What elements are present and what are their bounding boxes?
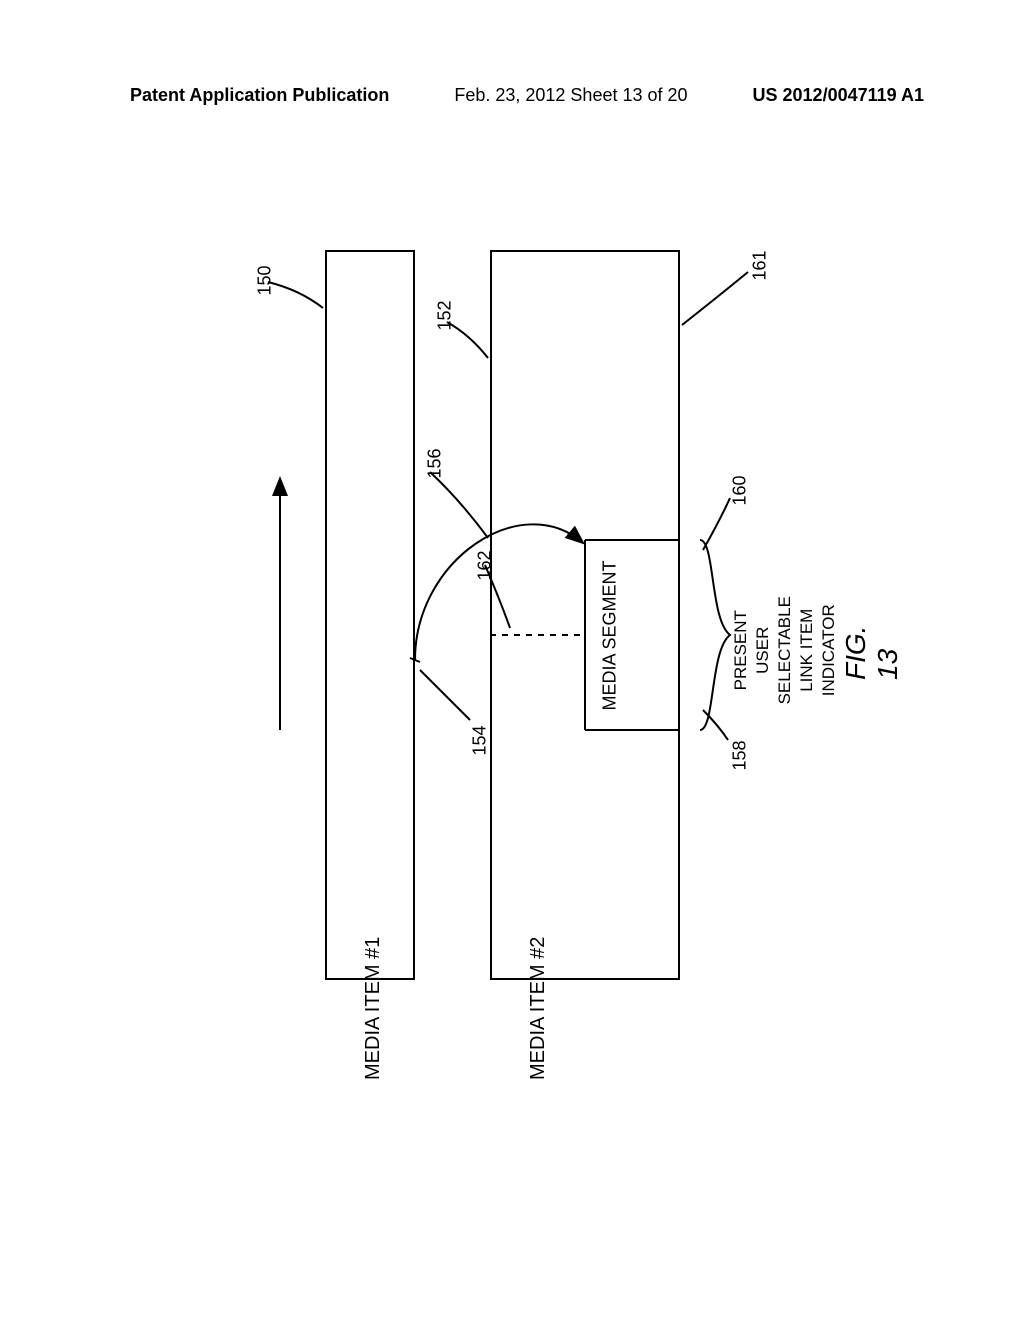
ref-160: 160 <box>730 475 751 505</box>
ref-161: 161 <box>750 250 771 280</box>
media-item-2-label: MEDIA ITEM #2 <box>527 937 550 1080</box>
ref-154: 154 <box>470 725 491 755</box>
media-item-1-label: MEDIA ITEM #1 <box>362 937 385 1080</box>
ref-162: 162 <box>475 550 496 580</box>
figure-label: FIG. 13 <box>840 626 904 680</box>
ref-152: 152 <box>435 300 456 330</box>
media-item-2-box <box>490 250 680 980</box>
ref-158: 158 <box>730 740 751 770</box>
header-right: US 2012/0047119 A1 <box>753 85 924 106</box>
ref-150: 150 <box>255 265 276 295</box>
ref-156: 156 <box>425 448 446 478</box>
header-center: Feb. 23, 2012 Sheet 13 of 20 <box>454 85 687 106</box>
figure-13-diagram: MEDIA ITEM #1 MEDIA ITEM #2 MEDIA SEGMEN… <box>150 200 850 1100</box>
media-item-1-box <box>325 250 415 980</box>
link-indicator-caption: PRESENT USER SELECTABLE LINK ITEM INDICA… <box>730 570 840 730</box>
media-segment-label: MEDIA SEGMENT <box>600 560 621 710</box>
page-header: Patent Application Publication Feb. 23, … <box>0 85 1024 106</box>
header-left: Patent Application Publication <box>130 85 389 106</box>
